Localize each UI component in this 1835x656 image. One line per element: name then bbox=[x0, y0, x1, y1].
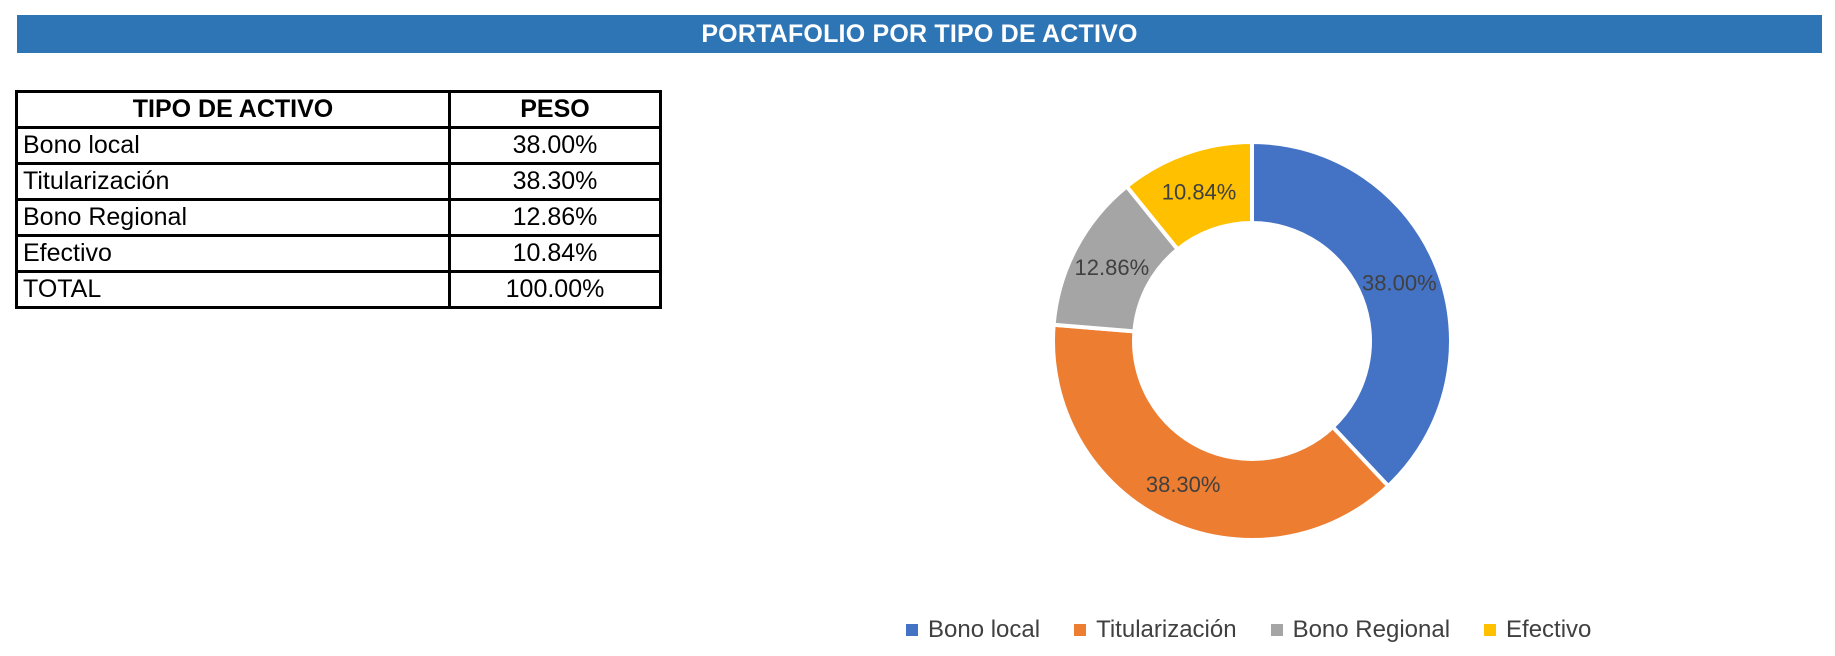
data-label-3: 12.86% bbox=[1075, 255, 1150, 280]
table-total-row: TOTAL 100.00% bbox=[15, 270, 662, 309]
doughnut-slice-4 bbox=[1123, 139, 1254, 253]
legend-swatch bbox=[1270, 624, 1283, 636]
legend-item-titularizacion: Titularización bbox=[1074, 616, 1237, 644]
table-row: Titularización 38.30% bbox=[15, 162, 662, 201]
asset-weight-cell: 38.00% bbox=[448, 126, 662, 165]
legend-label: Efectivo bbox=[1506, 616, 1592, 643]
doughnut-slice-2 bbox=[1051, 322, 1392, 542]
asset-name-cell: Efectivo bbox=[15, 234, 451, 273]
column-header-asset-type: TIPO DE ACTIVO bbox=[15, 90, 451, 129]
legend-item-bono-regional: Bono Regional bbox=[1270, 616, 1451, 644]
table-row: Efectivo 10.84% bbox=[15, 234, 662, 273]
total-weight-cell: 100.00% bbox=[448, 270, 662, 309]
chart-legend: Bono local Titularización Bono Regional … bbox=[906, 616, 1625, 644]
legend-swatch bbox=[906, 624, 918, 636]
asset-type-table: TIPO DE ACTIVO PESO Bono local 38.00% Ti… bbox=[15, 90, 662, 309]
page-title: PORTAFOLIO POR TIPO DE ACTIVO bbox=[17, 15, 1822, 53]
data-label-2: 38.30% bbox=[1146, 472, 1221, 497]
legend-label: Bono local bbox=[928, 616, 1041, 643]
asset-weight-cell: 38.30% bbox=[448, 162, 662, 201]
asset-weight-cell: 12.86% bbox=[448, 198, 662, 237]
legend-swatch bbox=[1484, 624, 1497, 636]
asset-name-cell: Bono local bbox=[15, 126, 451, 165]
data-label-4: 10.84% bbox=[1162, 180, 1237, 205]
asset-name-cell: Titularización bbox=[15, 162, 451, 201]
doughnut-slice-1 bbox=[1250, 139, 1453, 489]
legend-item-bono-local: Bono local bbox=[906, 616, 1040, 644]
column-header-weight: PESO bbox=[448, 90, 662, 129]
asset-name-cell: Bono Regional bbox=[15, 198, 451, 237]
data-label-1: 38.00% bbox=[1362, 271, 1437, 296]
table-header-row: TIPO DE ACTIVO PESO bbox=[15, 90, 662, 129]
legend-label: Titularización bbox=[1096, 616, 1237, 643]
table-row: Bono Regional 12.86% bbox=[15, 198, 662, 237]
asset-weight-cell: 10.84% bbox=[448, 234, 662, 273]
legend-swatch bbox=[1074, 624, 1087, 636]
table-row: Bono local 38.00% bbox=[15, 126, 662, 165]
total-label-cell: TOTAL bbox=[15, 270, 451, 309]
legend-item-efectivo: Efectivo bbox=[1484, 616, 1591, 644]
legend-label: Bono Regional bbox=[1292, 616, 1451, 643]
